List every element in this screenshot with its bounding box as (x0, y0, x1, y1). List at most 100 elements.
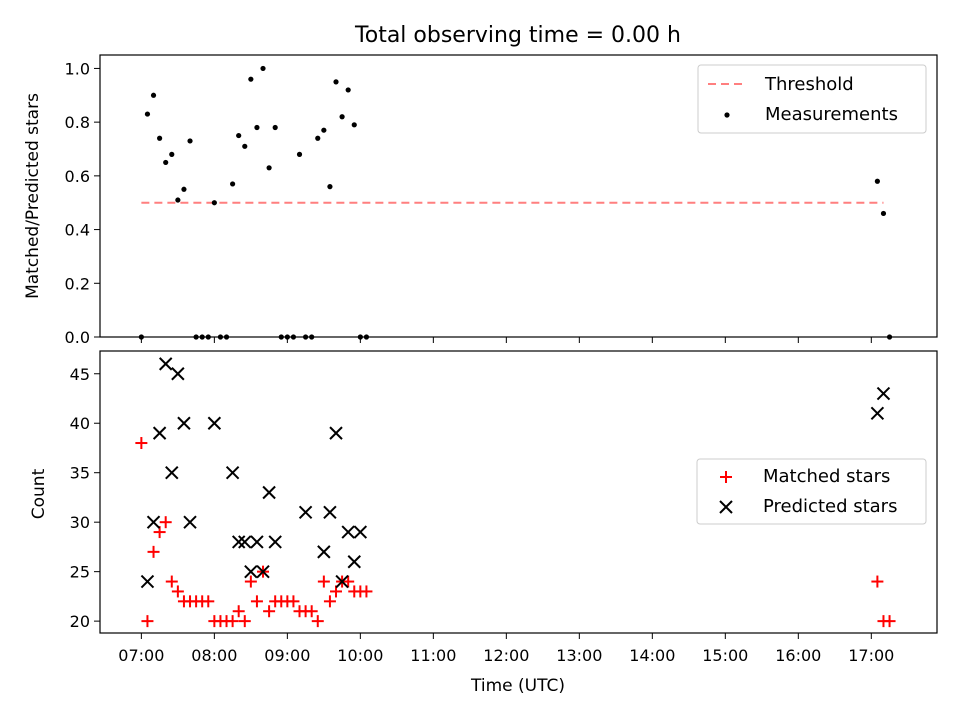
measurement-point (157, 135, 163, 141)
bottom-ytick-label: 35 (70, 464, 90, 483)
xtick-label: 15:00 (702, 646, 748, 665)
predicted-stars-point (171, 367, 185, 381)
measurement-point (296, 151, 303, 157)
xtick-label: 14:00 (629, 646, 675, 665)
measurement-point (339, 114, 345, 120)
measurement-point (254, 124, 260, 131)
bottom-legend: Matched stars Predicted stars (696, 458, 927, 525)
matched-stars-point (287, 595, 300, 608)
measurement-point (144, 111, 151, 117)
bottom-y-axis-label: Count (29, 468, 49, 519)
predicted-stars-point (298, 505, 313, 519)
measurement-point (345, 87, 351, 93)
predicted-stars-point (262, 485, 276, 500)
measurements-legend-label: Measurements (765, 104, 898, 125)
bottom-plot-frame (99, 350, 938, 634)
measurement-point (303, 334, 309, 340)
measurement-point (223, 334, 230, 340)
matched-legend-marker (720, 471, 732, 483)
predicted-stars-point (165, 465, 179, 480)
matched-stars-point (135, 437, 148, 450)
measurement-point (217, 334, 224, 340)
predicted-stars-point (876, 386, 891, 401)
predicted-stars-point (335, 574, 349, 589)
matched-stars-point (238, 615, 251, 628)
top-ytick-label: 0.2 (65, 274, 90, 293)
measurement-point (351, 122, 357, 128)
matched-stars-point (317, 575, 330, 588)
predicted-stars-point (341, 525, 355, 539)
measurement-point (211, 200, 217, 206)
measurement-point (290, 334, 297, 340)
top-plot-content (138, 65, 893, 340)
predicted-stars-point (317, 545, 331, 559)
bottom-x-ticks: 07:00 08:00 09:00 10:00 11:00 12:00 13:00 14:00… (118, 633, 894, 665)
matched-legend-label: Matched stars (763, 466, 890, 487)
top-ytick-label: 0.0 (65, 328, 90, 347)
top-ytick-label: 0.8 (65, 113, 90, 132)
measurement-point (260, 65, 266, 72)
predicted-stars-point (268, 535, 282, 549)
predicted-legend-marker (719, 500, 733, 514)
measurement-point (315, 135, 321, 141)
predicted-stars-point (207, 416, 222, 430)
predicted-stars-point (238, 535, 252, 549)
bottom-panel: 20 25 30 35 40 45 07:00 08:00 09:00 10:00 11:00 12… (29, 350, 938, 696)
matched-stars-point (871, 575, 884, 588)
chart-title: Total observing time = 0.00 h (354, 23, 681, 48)
matched-stars-point (202, 595, 215, 608)
measurement-point (163, 159, 169, 166)
matched-stars-point (342, 575, 355, 588)
xtick-label: 07:00 (118, 646, 164, 665)
top-legend: Threshold Measurements (697, 64, 927, 134)
top-y-axis-label: Matched/Predicted stars (23, 93, 43, 299)
measurement-point (321, 127, 327, 133)
measurement-point (242, 143, 248, 149)
measurement-point (230, 181, 236, 187)
measurement-point (272, 124, 278, 131)
top-panel: 0.0 0.2 0.4 0.6 0.8 1.0 Matched/Predicted sta… (23, 54, 938, 347)
measurement-point (266, 165, 272, 171)
matched-stars-point (244, 575, 257, 588)
measurement-point (169, 151, 175, 157)
bottom-ytick-label: 45 (70, 365, 90, 384)
predicted-stars-point (256, 564, 270, 579)
predicted-stars-point (244, 564, 258, 579)
measurement-point (187, 138, 193, 144)
predicted-stars-point (323, 505, 337, 519)
bottom-plot-content (135, 357, 896, 628)
measurement-point (193, 334, 199, 340)
threshold-legend-label: Threshold (764, 74, 854, 95)
matched-stars-point (311, 615, 324, 628)
predicted-stars-point (870, 406, 885, 421)
matched-stars-point (250, 595, 263, 608)
measurement-point (248, 76, 254, 82)
top-x-ticks (140, 337, 872, 343)
bottom-ytick-label: 40 (70, 414, 90, 433)
measurement-point (278, 334, 284, 340)
x-axis-label: Time (UTC) (470, 676, 565, 696)
predicted-stars-point (225, 465, 240, 480)
predicted-stars-point (146, 515, 161, 529)
xtick-label: 08:00 (191, 646, 237, 665)
matched-stars-point (171, 585, 184, 598)
matched-stars-point (323, 595, 336, 608)
measurement-point (181, 186, 187, 192)
xtick-label: 13:00 (556, 646, 602, 665)
predicted-stars-point (183, 515, 197, 529)
predicted-stars-point (152, 426, 167, 440)
matched-stars-point (232, 605, 245, 618)
top-plot-frame (99, 54, 938, 338)
measurements-legend-marker (724, 112, 730, 118)
xtick-label: 17:00 (848, 646, 894, 665)
matched-stars-point (165, 575, 178, 588)
measurement-point (886, 334, 893, 340)
measurement-point (333, 79, 339, 85)
measurement-point (175, 197, 181, 203)
predicted-stars-point (250, 535, 264, 549)
predicted-stars-point (329, 426, 343, 440)
xtick-label: 10:00 (337, 646, 383, 665)
top-y-ticks: 0.0 0.2 0.4 0.6 0.8 1.0 (65, 59, 100, 347)
predicted-stars-point (231, 535, 246, 549)
